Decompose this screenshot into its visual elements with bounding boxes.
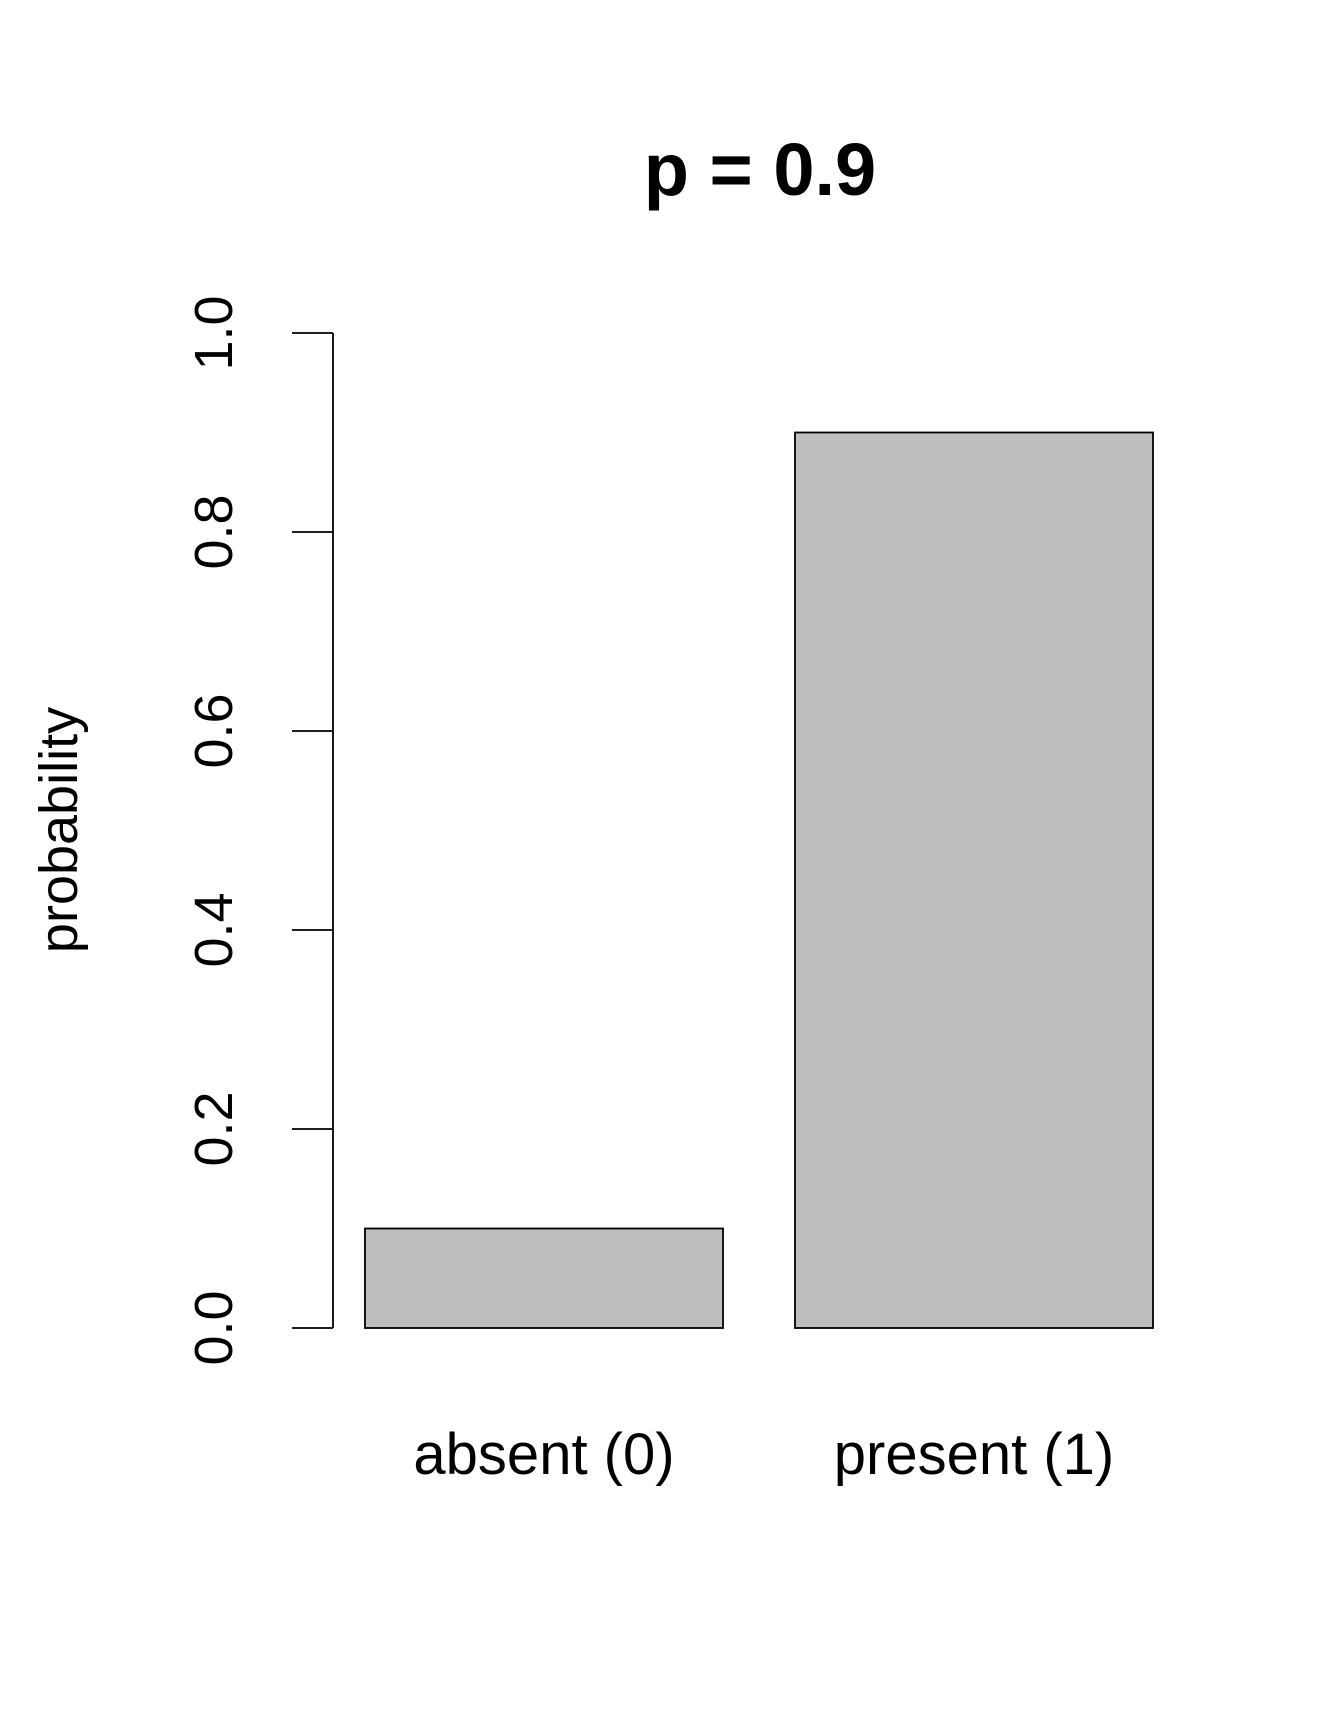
bar xyxy=(364,1227,724,1329)
x-tick-label: absent (0) xyxy=(413,1422,674,1487)
y-tick-label: 1.0 xyxy=(184,295,244,370)
chart-title: p = 0.9 xyxy=(644,128,876,211)
bar xyxy=(794,431,1154,1329)
y-tick-label: 0.0 xyxy=(184,1290,244,1365)
y-tick-label: 0.2 xyxy=(184,1091,244,1166)
x-tick-labels: absent (0) present (1) xyxy=(413,1422,1114,1487)
y-axis: 0.0 0.2 0.4 0.6 0.8 1.0 xyxy=(184,295,334,1366)
y-tick-label: 0.8 xyxy=(184,494,244,569)
x-tick-label: present (1) xyxy=(834,1422,1114,1487)
bars xyxy=(364,431,1154,1329)
y-tick-label: 0.4 xyxy=(184,892,244,967)
y-tick-label: 0.6 xyxy=(184,693,244,768)
y-axis-label: probability xyxy=(29,707,89,953)
